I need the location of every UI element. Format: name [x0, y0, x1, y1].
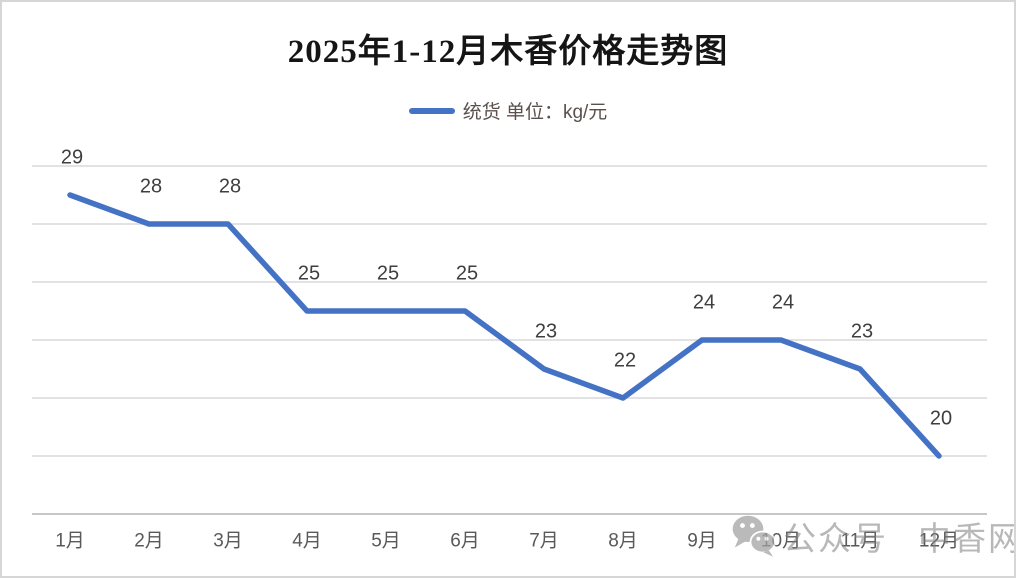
data-label: 28	[218, 175, 242, 198]
data-label: 20	[929, 407, 953, 430]
legend-label: 统货 单位：kg/元	[462, 102, 608, 123]
data-label: 22	[613, 349, 637, 372]
data-label: 24	[692, 291, 716, 314]
data-label: 23	[534, 320, 558, 343]
price-line-series	[67, 192, 942, 459]
x-axis-label: 2月	[134, 530, 164, 552]
data-label: 29	[60, 146, 84, 169]
data-label: 25	[455, 262, 479, 285]
x-axis-label: 10月	[760, 530, 802, 552]
x-axis-label: 3月	[213, 530, 243, 552]
x-axis-label: 1月	[55, 530, 85, 552]
legend: 统货 单位：kg/元	[2, 97, 1014, 124]
legend-line-swatch	[408, 107, 455, 114]
data-label: 28	[139, 175, 163, 198]
x-axis-label: 6月	[450, 530, 480, 552]
x-axis-label: 8月	[608, 530, 638, 552]
data-label: 23	[850, 320, 874, 343]
x-axis-label: 7月	[529, 530, 559, 552]
data-label: 25	[297, 262, 321, 285]
data-label: 24	[771, 291, 795, 314]
x-axis-label: 12月	[918, 530, 960, 552]
x-axis-label: 4月	[292, 530, 322, 552]
x-axis-label: 11月	[840, 530, 880, 552]
x-axis-label: 9月	[687, 530, 717, 552]
chart-title: 2025年1-12月木香价格走势图	[287, 34, 729, 70]
data-label: 25	[376, 262, 400, 285]
x-axis-label: 5月	[371, 530, 401, 552]
